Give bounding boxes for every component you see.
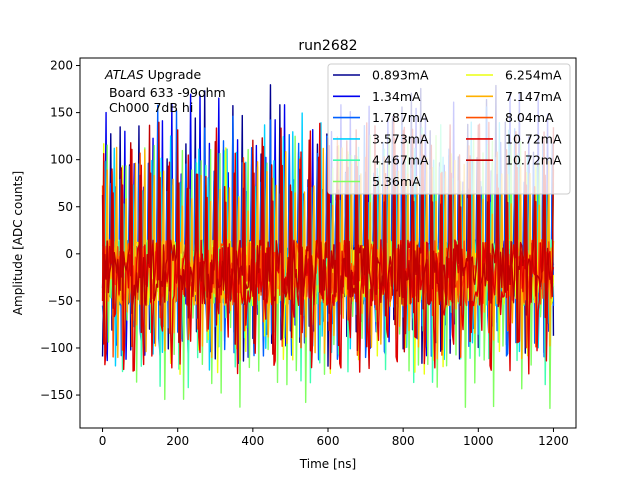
y-tick-label: 0 (65, 247, 73, 261)
legend-label: 1.787mA (372, 110, 429, 125)
y-tick-label: 50 (58, 200, 73, 214)
annotation-line-2: Board 633 -99ohm (109, 85, 226, 100)
x-tick-label: 800 (392, 434, 415, 448)
y-tick-label: −150 (40, 388, 73, 402)
x-tick-label: 600 (317, 434, 340, 448)
legend-label: 0.893mA (372, 68, 429, 83)
x-tick-label: 1200 (538, 434, 569, 448)
legend-label: 6.254mA (505, 68, 562, 83)
x-tick-label: 0 (99, 434, 107, 448)
legend-label: 10.72mA (505, 131, 562, 146)
x-tick-label: 200 (166, 434, 189, 448)
y-tick-label: 150 (50, 106, 73, 120)
atlas-annotation: ATLAS Upgrade Board 633 -99ohm Ch000 7dB… (104, 67, 226, 115)
annotation-line-3: Ch000 7dB hi (109, 100, 193, 115)
chart-title: run2682 (298, 38, 357, 54)
legend-label: 10.72mA (505, 153, 562, 168)
legend-label: 8.04mA (505, 110, 554, 125)
legend-label: 1.34mA (372, 89, 421, 104)
y-axis: −150 −100 −50 0 50 100 150 200 (40, 59, 80, 402)
series-line (101, 104, 555, 361)
x-tick-label: 1000 (463, 434, 494, 448)
x-tick-label: 400 (241, 434, 264, 448)
legend-label: 3.573mA (372, 131, 429, 146)
legend-label: 4.467mA (372, 153, 429, 168)
legend: 0.893mA 1.34mA 1.787mA 3.573mA 4.467mA 5.36mA… (327, 63, 571, 195)
x-axis-label: Time [ns] (299, 457, 356, 471)
x-axis: 0 200 400 600 800 1000 1200 (99, 428, 569, 448)
y-tick-label: −100 (40, 341, 73, 355)
legend-label: 7.147mA (505, 89, 562, 104)
legend-frame (327, 63, 571, 195)
annotation-upgrade: Upgrade (144, 67, 202, 82)
y-tick-label: 200 (50, 59, 73, 73)
annotation-atlas: ATLAS (104, 67, 144, 82)
legend-label: 5.36mA (372, 174, 421, 189)
series-line (101, 121, 555, 375)
y-tick-label: −50 (48, 294, 73, 308)
annotation-line-1: ATLAS Upgrade (104, 67, 201, 82)
y-tick-label: 100 (50, 153, 73, 167)
y-axis-label: Amplitude [ADC counts] (11, 171, 25, 315)
